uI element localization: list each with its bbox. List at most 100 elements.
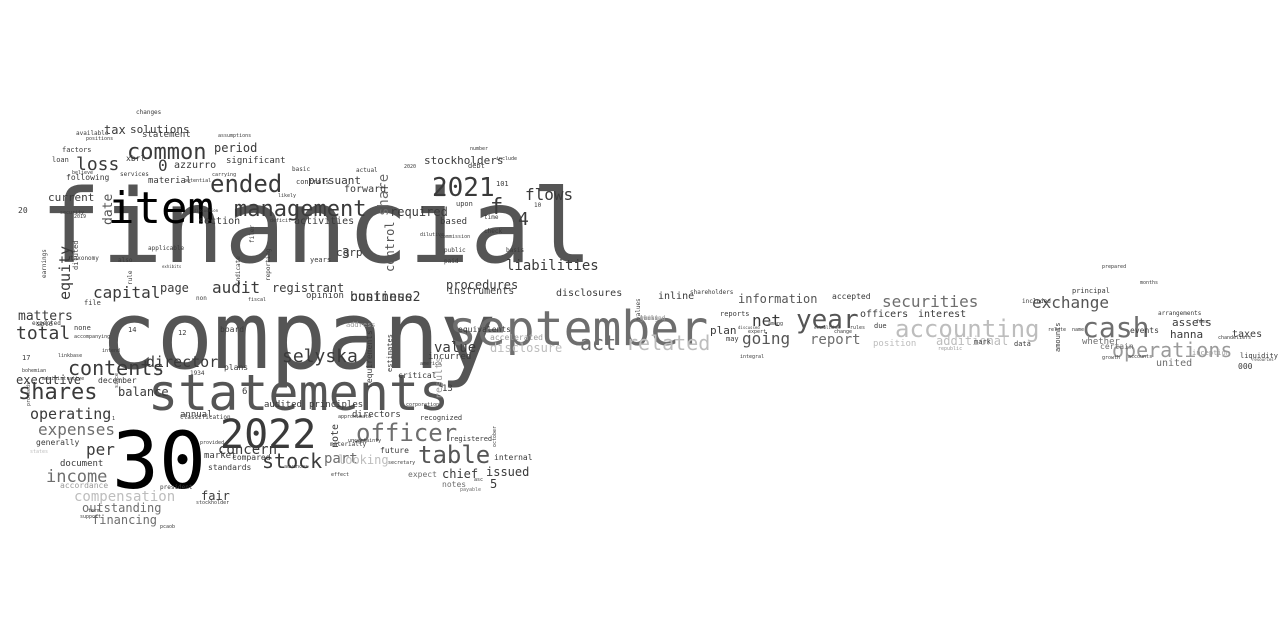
word-249: gross: [640, 315, 658, 322]
word-6: 2022: [220, 412, 316, 458]
word-1: company: [100, 282, 496, 391]
word-124: registered: [450, 435, 492, 443]
word-142: sole: [36, 320, 53, 328]
word-190: uncertainty: [348, 438, 381, 444]
word-11: officer: [356, 419, 457, 447]
word-241: payable: [460, 487, 481, 493]
word-88: market: [204, 451, 237, 461]
word-147: available: [76, 130, 109, 137]
word-232: discussed: [738, 325, 760, 330]
word-201: 2019: [74, 214, 86, 220]
word-33: director: [146, 353, 218, 371]
word-53: pursuant: [308, 174, 361, 187]
word-154: public: [444, 247, 466, 254]
word-219: believe: [72, 170, 93, 176]
word-94: significant: [226, 156, 286, 166]
word-165: filer: [249, 225, 256, 243]
word-120: estimates: [386, 334, 394, 372]
word-178: materially: [330, 441, 367, 448]
word-233: established: [814, 325, 841, 330]
word-202: 2020: [404, 164, 416, 170]
word-56: outstanding: [82, 501, 161, 515]
word-186: among: [768, 321, 783, 327]
word-140: data: [1014, 340, 1031, 348]
word-118: results: [434, 357, 445, 399]
word-78: corp: [336, 246, 363, 259]
word-28: expenses: [38, 420, 115, 439]
word-162: rule: [127, 270, 134, 285]
word-79: hanna: [1170, 328, 1203, 341]
word-61: additional: [936, 334, 1008, 348]
word-119: requirements: [365, 330, 374, 388]
word-183: fees: [1196, 319, 1208, 325]
word-104: xbrl: [126, 154, 145, 163]
word-5: item: [108, 183, 214, 234]
word-122: generally: [36, 438, 80, 447]
word-48: share: [376, 174, 392, 216]
word-250: limited: [640, 315, 666, 322]
word-103: statement: [142, 130, 191, 140]
word-213: 3: [342, 247, 350, 262]
word-62: disclosure: [490, 341, 562, 355]
word-160: applicable: [148, 245, 185, 252]
word-228: number: [470, 146, 488, 152]
word-130: due: [874, 322, 887, 330]
word-73: f: [490, 195, 503, 220]
word-135: arrangements: [1158, 310, 1202, 317]
word-184: name: [1072, 327, 1084, 333]
word-125: recognized: [420, 414, 462, 422]
word-110: incurred: [428, 352, 471, 362]
word-206: 12: [178, 329, 186, 337]
word-238: resources: [1252, 357, 1274, 362]
word-204: 17: [22, 354, 30, 362]
word-51: stockholders: [424, 154, 503, 167]
word-245: republic: [938, 346, 962, 352]
word-90: principles: [309, 400, 363, 410]
word-188: america: [420, 361, 441, 367]
word-4: 30: [112, 417, 206, 507]
word-187: expert: [748, 329, 766, 335]
word-211: 6: [242, 387, 247, 397]
word-107: board: [220, 325, 244, 334]
word-168: classification: [180, 414, 231, 421]
word-15: 2021: [432, 173, 495, 203]
word-214: 1: [112, 416, 115, 422]
word-207: 101: [496, 180, 509, 188]
word-115: internal: [494, 453, 533, 462]
word-38: report: [810, 332, 861, 348]
word-176: since: [114, 373, 120, 388]
word-223: potential: [184, 178, 211, 184]
word-68: per: [86, 440, 115, 459]
word-137: included: [1022, 298, 1051, 305]
word-43: liabilities: [506, 258, 599, 274]
word-55: balance: [118, 385, 169, 399]
word-246: working: [640, 315, 666, 322]
word-155: check: [484, 228, 502, 235]
word-194: advances: [284, 464, 308, 470]
word-93: material: [148, 176, 191, 186]
word-27: income: [46, 467, 107, 487]
word-151: debt: [468, 162, 485, 170]
word-143: none: [74, 324, 91, 332]
word-63: registrant: [272, 281, 344, 295]
word-58: issued: [486, 465, 529, 479]
word-134: principal: [1072, 287, 1110, 295]
word-198: states: [30, 449, 48, 455]
word-139: mark: [974, 338, 992, 346]
word-227: commission: [440, 234, 470, 240]
word-71: current: [48, 191, 94, 204]
word-117: standards: [208, 463, 252, 472]
word-114: notes: [442, 480, 466, 489]
word-156: time: [484, 214, 499, 221]
word-100: events: [1130, 326, 1159, 335]
word-91: directors: [352, 410, 401, 420]
word-131: certain: [1100, 342, 1134, 351]
word-239: chandeliers: [1218, 335, 1251, 341]
word-226: dilutive: [420, 232, 444, 238]
word-111: critical: [398, 371, 437, 380]
word-30: capital: [93, 283, 160, 302]
word-199: provided: [200, 440, 224, 446]
word-149: services: [120, 171, 149, 178]
word-44: continue: [350, 290, 413, 305]
word-66: looking: [338, 453, 389, 467]
